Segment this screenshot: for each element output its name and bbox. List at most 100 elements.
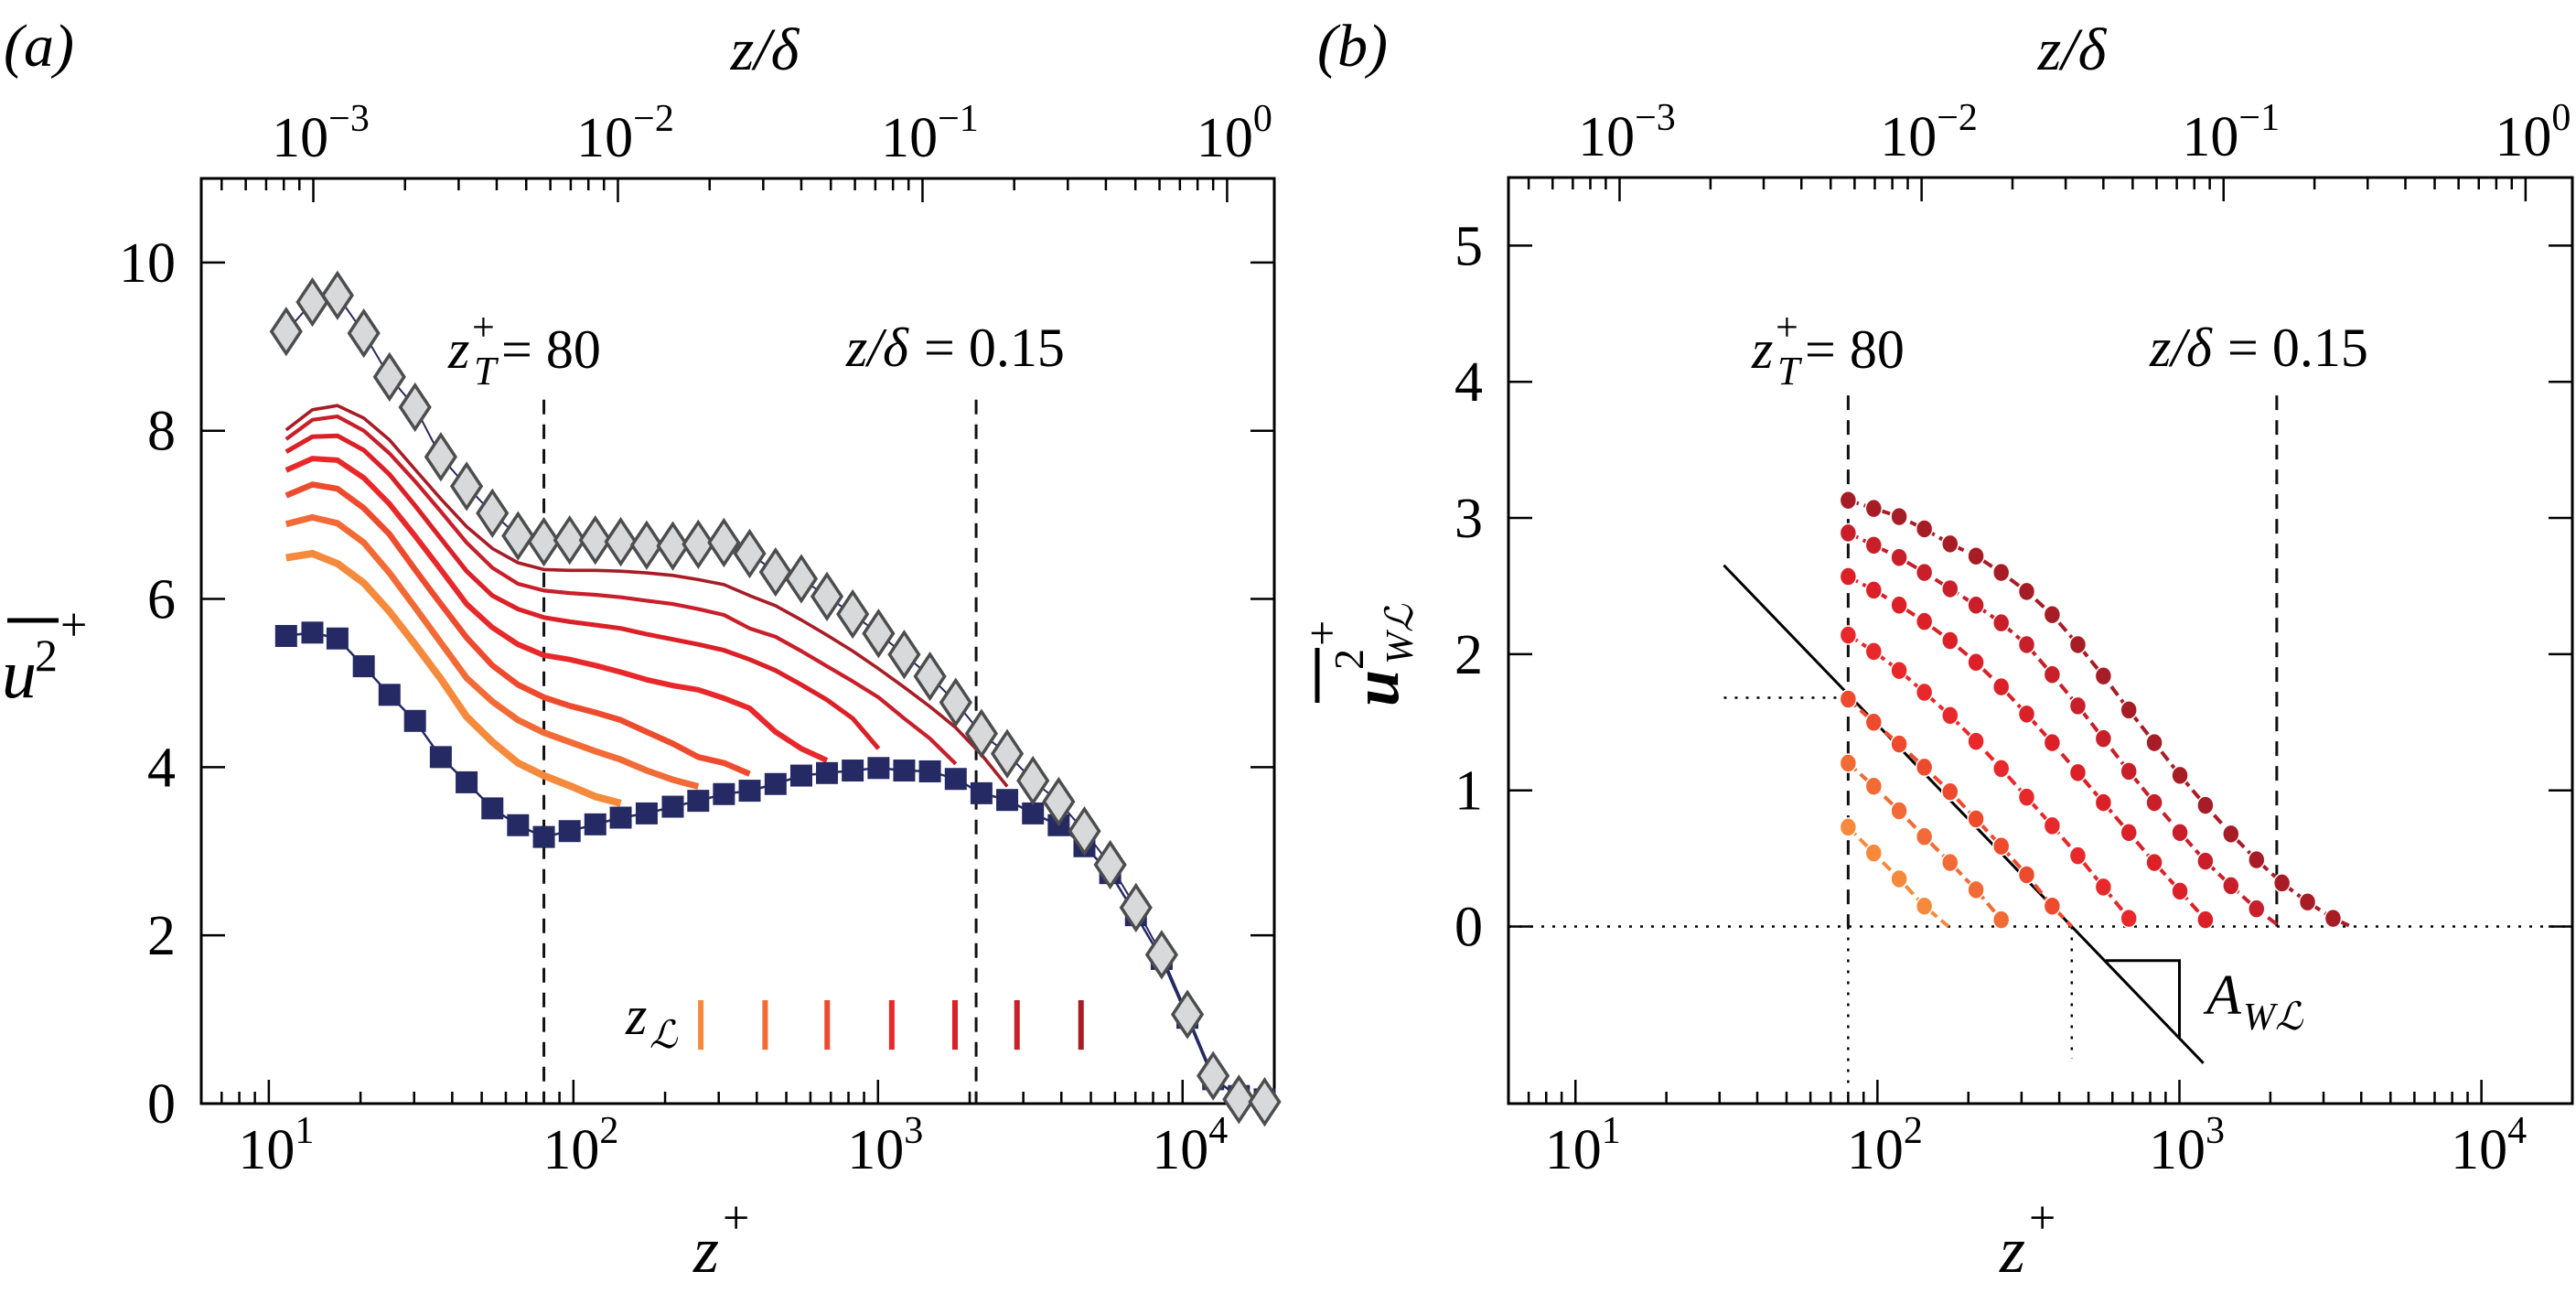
wl-curve-point [2222,824,2240,845]
panel-a-annotations: z + T = 80 z/δ = 0.15 [447,305,1065,393]
x-tick-label: 104 [1152,1110,1228,1181]
diamond-marker [476,488,510,538]
slope-triangle [2105,959,2181,1039]
diamond-marker [758,546,792,598]
diamond-marker [372,351,406,403]
wl-curve-point [2196,910,2215,930]
diamond-marker [1222,1074,1256,1125]
wl-curve-point [2120,823,2138,843]
wl-curve-point [1967,652,1985,673]
diamond-marker [1016,755,1050,806]
x-tick-label: 103 [847,1110,923,1181]
wl-curve-point [2043,604,2062,625]
diamond-marker [1068,806,1101,857]
wl-curve-point [1991,759,2011,779]
diamond-marker [320,270,354,320]
wl-curve-point [1991,835,2011,857]
panel-b: (b) z/δ z + u 2 Wℒ + z + T = 80 z/δ = 0.… [1296,13,2368,1287]
wl-curve-point [1991,910,2011,930]
wl-curve-point [1890,506,1908,527]
square-marker [352,655,375,678]
x-label-base: z [692,1213,719,1287]
wl-curve-line [1847,697,2074,928]
diamond-marker [398,382,432,433]
top-tick-label: 100 [1197,98,1272,169]
diamond-marker [682,519,715,569]
diamond-marker [964,708,998,759]
wl-curve-point [1915,519,1934,539]
square-marker [301,621,324,644]
wl-curve-point [2145,792,2163,813]
wl-curve-point [1890,595,1908,616]
wl-curve-point [2298,891,2317,912]
zL-label: z ℒ [625,986,678,1057]
y-tick-label: 10 [119,232,176,295]
wl-curve-point [2068,846,2088,866]
wl-curve-point [1915,896,1934,916]
y-label-base: u [2,636,37,713]
top-tick-label: 100 [2495,97,2571,168]
x-tick-label: 102 [542,1110,618,1181]
panel-b-y-axis-label: u 2 Wℒ + [1296,604,1422,706]
square-marker [403,709,426,732]
wl-curve-point [1967,879,1985,900]
wl-curve-point [1915,611,1934,631]
diamond-marker [784,554,819,604]
square-marker [274,624,297,647]
diamond-marker [527,516,561,567]
wl-curve-point [2043,896,2062,916]
wl-curve-point [1864,535,1884,555]
wl-curve-point [1991,562,2011,583]
wl-curve-point [2068,762,2088,783]
profile-line [285,549,622,807]
plot-frame [1507,176,2574,1105]
wl-curve-point [2145,732,2163,753]
x-label-sup: + [723,1192,749,1245]
zL-sub: ℒ [649,1015,678,1057]
y-tick-label: 2 [147,905,176,967]
square-marker [326,627,349,650]
zT-sup: + [472,305,495,350]
square-marker [867,757,890,780]
wl-curve-point [1839,566,1858,587]
top-tick-label: 10−1 [881,98,979,169]
zd-rest: = 0.15 [2227,318,2368,378]
wl-curve-point [2120,761,2138,781]
wl-curve-point [1890,660,1908,681]
y-tick-label: 8 [147,401,176,463]
diamond-marker [990,728,1025,779]
wl-curve-point [1864,498,1884,519]
wl-curve-point [1864,580,1884,600]
wl-curve-point [2120,908,2138,929]
wl-curve-point [1915,826,1934,847]
wl-curve-point [2171,765,2189,786]
diamond-marker [1248,1077,1282,1127]
wl-curve-point [2196,851,2215,871]
wl-curve-point [2068,695,2088,717]
wl-curve-point [2017,581,2036,602]
x-tick-label: 104 [2451,1110,2527,1181]
slope-label-sub: Wℒ [2243,997,2303,1039]
top-tick-label: 10−3 [272,98,370,169]
square-marker [893,760,916,782]
zT-sub: T [474,349,499,393]
log-fit-line [1723,564,2205,1064]
y-tick-label: 4 [147,737,176,799]
square-marker [429,746,452,769]
square-marker [996,789,1019,812]
zL-base: z [625,986,647,1046]
square-marker [764,772,787,795]
wl-curve-point [2017,634,2036,655]
zT-sub: T [1777,349,1803,393]
square-marker [532,825,555,848]
diamond-marker [1144,930,1179,980]
y-label-plus: + [1296,620,1347,646]
zT-sup: + [1776,305,1798,350]
diamond-marker [939,677,972,727]
wl-curve-point [2094,792,2113,813]
wl-curve-point [2171,881,2189,901]
diamond-marker [1093,839,1127,890]
wl-curve-point [2043,815,2062,836]
y-tick-label: 0 [1454,897,1483,959]
